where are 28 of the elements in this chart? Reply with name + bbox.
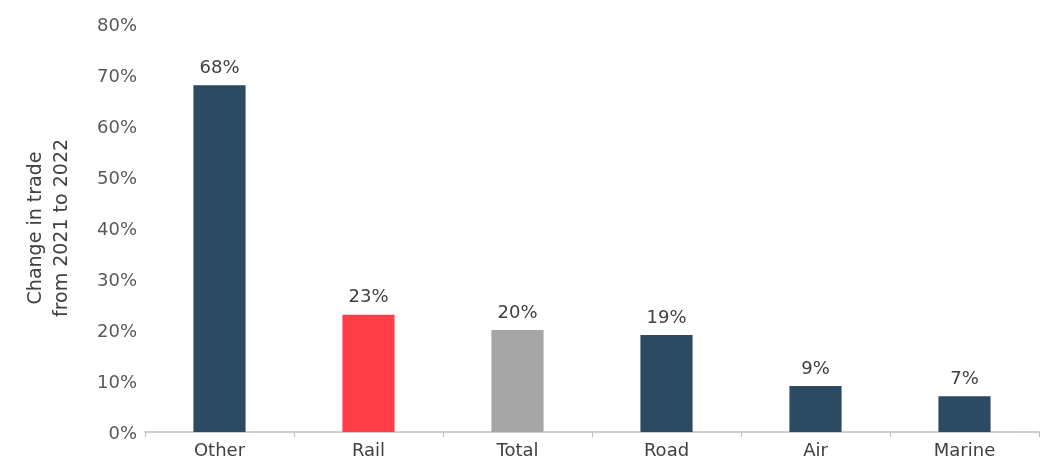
- y-tick-label: 60%: [96, 115, 137, 137]
- x-tick-label: Other: [193, 438, 246, 460]
- data-label: 19%: [646, 305, 687, 327]
- bar: [193, 85, 246, 432]
- y-tick-label: 10%: [96, 370, 137, 392]
- bar: [491, 330, 544, 432]
- bar: [640, 335, 693, 432]
- y-tick-label: 0%: [108, 421, 137, 443]
- bar: [342, 314, 395, 432]
- y-tick-label: 20%: [96, 319, 137, 341]
- y-tick-label: 50%: [96, 166, 137, 188]
- x-tick-label: Marine: [933, 438, 996, 460]
- x-tick-label: Rail: [351, 438, 386, 460]
- data-label: 68%: [199, 55, 240, 77]
- y-tick-label: 40%: [96, 217, 137, 239]
- bar: [789, 386, 842, 432]
- data-label: 20%: [497, 300, 538, 322]
- x-tick-label: Air: [803, 438, 829, 460]
- y-axis-title: Change in trade from 2021 to 2022: [23, 138, 71, 318]
- data-label: 9%: [801, 356, 830, 378]
- y-tick-label: 70%: [96, 64, 137, 86]
- data-label: 23%: [348, 285, 389, 307]
- data-label: 7%: [950, 366, 979, 388]
- x-tick-label: Total: [495, 438, 539, 460]
- y-tick-label: 80%: [96, 13, 137, 35]
- y-tick-label: 30%: [96, 268, 137, 290]
- x-tick-label: Road: [643, 438, 690, 460]
- bar: [938, 396, 991, 432]
